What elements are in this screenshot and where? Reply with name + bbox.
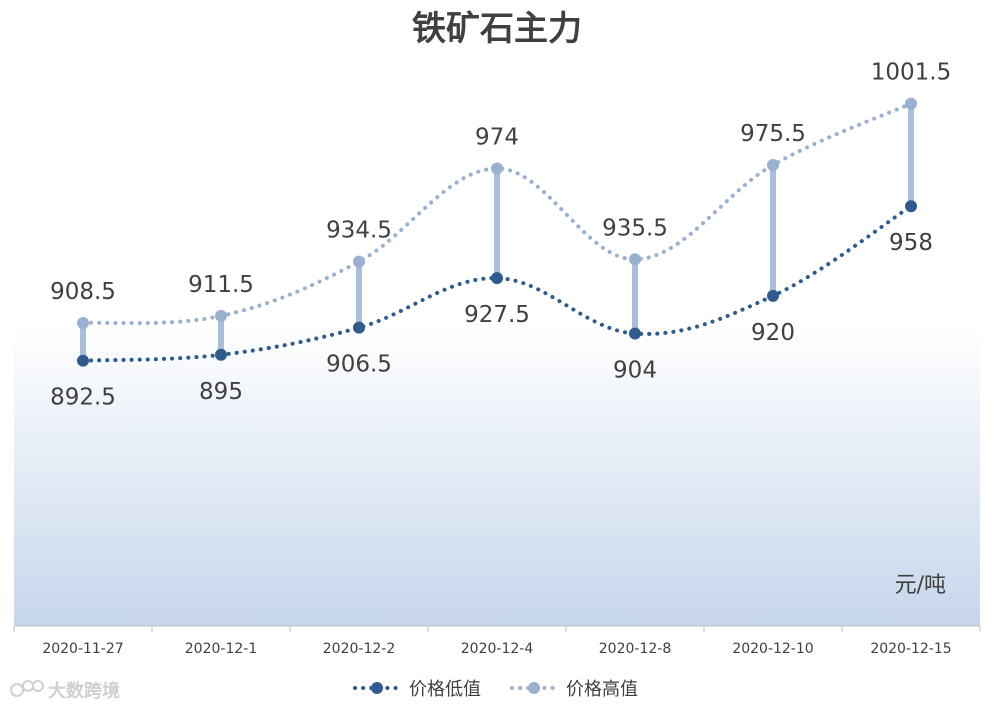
data-point-high — [491, 162, 503, 175]
data-point-low — [629, 327, 641, 340]
watermark-logo-icon — [10, 680, 44, 697]
legend-point-marker — [371, 682, 383, 694]
x-tick-label: 2020-12-4 — [461, 641, 534, 657]
x-tick-label: 2020-12-2 — [323, 641, 395, 657]
data-label-low: 927.5 — [464, 302, 530, 328]
data-label-low: 920 — [751, 320, 795, 346]
data-label-low: 904 — [613, 358, 657, 384]
data-label-high: 975.5 — [740, 121, 806, 147]
watermark: 大数跨境 — [10, 680, 120, 702]
data-label-high: 974 — [475, 124, 519, 150]
data-label-low: 958 — [889, 230, 933, 256]
legend: 价格低值 价格高值 — [353, 679, 638, 700]
unit-label: 元/吨 — [895, 573, 946, 598]
high-low-lines — [80, 100, 914, 364]
legend-label: 价格高值 — [566, 679, 638, 700]
data-point-low — [905, 200, 917, 213]
data-point-low — [77, 354, 89, 367]
chart-title: 铁矿石主力 — [412, 9, 582, 49]
watermark-text: 大数跨境 — [48, 680, 120, 702]
data-point-high — [905, 97, 917, 110]
data-label-high: 935.5 — [602, 215, 668, 241]
legend-point-marker — [528, 682, 540, 694]
data-point-low — [353, 321, 365, 334]
x-tick-label: 2020-12-10 — [732, 641, 813, 657]
data-point-low — [767, 289, 779, 302]
x-tick-label: 2020-12-1 — [185, 641, 257, 657]
data-label-low: 906.5 — [326, 352, 392, 378]
data-labels: 908.5 911.5 934.5 974 935.5 975.5 1001.5 892.5 8… — [50, 60, 951, 411]
plot-area — [14, 300, 980, 626]
data-label-low: 892.5 — [50, 385, 116, 411]
data-point-high — [767, 158, 779, 171]
x-axis-ticks — [13, 626, 981, 632]
x-tick-label: 2020-12-8 — [599, 641, 671, 657]
data-point-high — [77, 316, 89, 329]
data-point-low — [215, 348, 227, 361]
x-tick-label: 2020-12-15 — [870, 641, 951, 657]
data-point-low — [491, 272, 503, 285]
series-points — [77, 97, 917, 367]
data-label-low: 895 — [199, 379, 243, 405]
data-point-high — [215, 309, 227, 322]
data-label-high: 1001.5 — [871, 60, 951, 86]
legend-label: 价格低值 — [409, 679, 481, 700]
data-label-high: 911.5 — [188, 272, 254, 298]
data-label-high: 934.5 — [326, 218, 392, 244]
data-label-high: 908.5 — [50, 279, 116, 305]
data-point-high — [353, 255, 365, 268]
data-point-high — [629, 253, 641, 266]
x-axis-tick-labels: 2020-11-27 2020-12-1 2020-12-2 2020-12-4 202… — [42, 641, 951, 657]
x-tick-label: 2020-11-27 — [42, 641, 123, 657]
